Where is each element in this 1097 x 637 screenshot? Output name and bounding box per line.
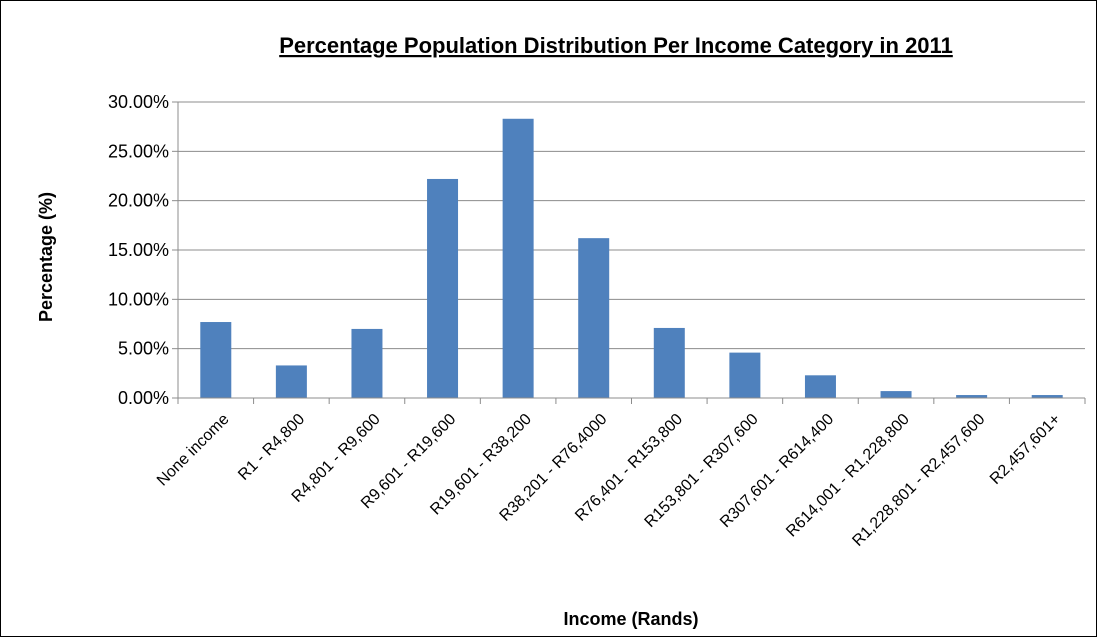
chart-title: Percentage Population Distribution Per I… xyxy=(279,33,953,58)
bar xyxy=(578,238,610,398)
axes xyxy=(172,101,1086,404)
x-tick-label: R1 - R4,800 xyxy=(235,411,308,484)
bar xyxy=(804,375,836,398)
bars xyxy=(200,118,1063,399)
bar xyxy=(351,328,383,398)
x-tick-label: R2,457,601+ xyxy=(987,411,1064,488)
y-tick-labels: 0.00% 5.00% 10.00% 15.00% 20.00% 25.00% 30.00% xyxy=(108,92,169,408)
x-axis-label: Income (Rands) xyxy=(563,609,698,629)
y-tick-label: 15.00% xyxy=(108,240,169,260)
y-tick-label: 25.00% xyxy=(108,141,169,161)
y-axis-label: Percentage (%) xyxy=(36,192,56,322)
bar xyxy=(1031,395,1063,398)
y-tick-label: 20.00% xyxy=(108,191,169,211)
bar xyxy=(956,395,988,398)
x-tick-label: None income xyxy=(154,411,233,490)
bar xyxy=(275,365,307,398)
y-tick-label: 0.00% xyxy=(118,388,169,408)
y-tick-label: 10.00% xyxy=(108,289,169,309)
y-tick-label: 30.00% xyxy=(108,92,169,112)
y-tick-label: 5.00% xyxy=(118,339,169,359)
bar xyxy=(427,178,459,398)
bar xyxy=(502,118,534,399)
bar xyxy=(880,391,912,398)
bar xyxy=(653,327,685,398)
x-tick-label: R614,001 - R1,228,800 xyxy=(783,411,913,541)
bar xyxy=(200,322,232,398)
x-tick-label: R1,228,801 - R2,457,600 xyxy=(849,411,988,550)
gridlines xyxy=(178,101,1085,350)
bar xyxy=(729,352,761,398)
